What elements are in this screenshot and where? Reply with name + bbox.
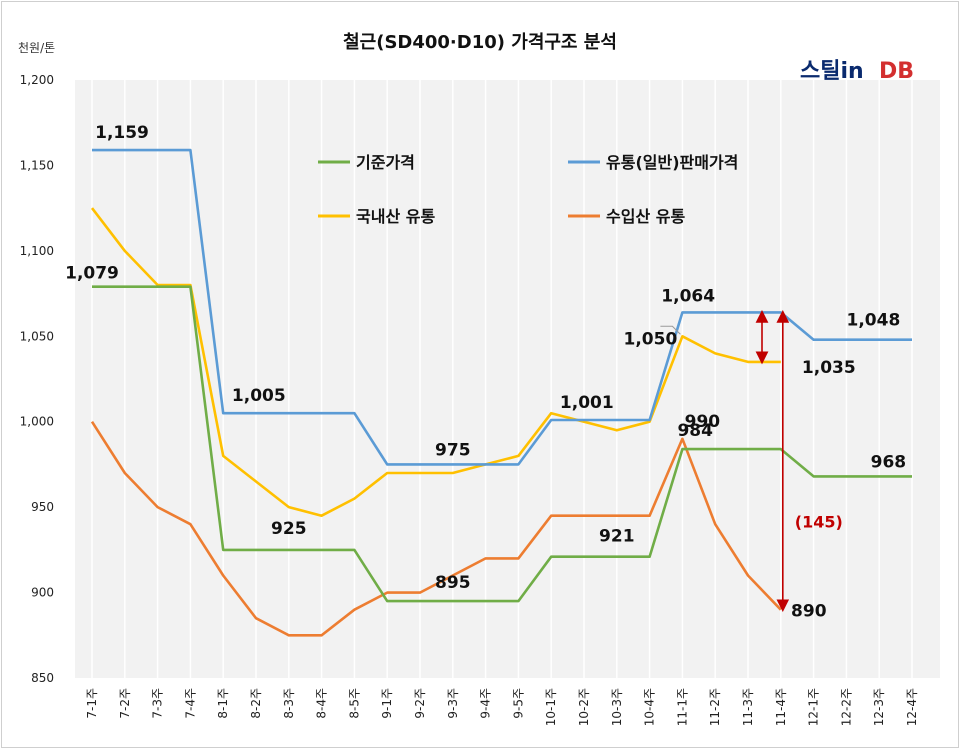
data-label: 1,159 [95, 123, 149, 143]
x-tick-label: 10-1주 [544, 688, 558, 726]
y-axis-label: 천원/톤 [18, 40, 55, 55]
data-label: 968 [871, 452, 907, 472]
series-line-2 [90, 207, 781, 518]
x-tick-label: 11-1주 [675, 688, 689, 726]
plot-area [75, 80, 940, 678]
data-label: 1,079 [65, 264, 119, 284]
legend-label-base: 기준가격 [356, 153, 415, 172]
x-tick-label: 9-3주 [446, 688, 460, 719]
leader-line [660, 325, 681, 335]
x-tick-label: 12-3주 [872, 688, 886, 726]
data-label: 1,005 [232, 386, 286, 406]
x-tick-label: 12-4주 [905, 688, 919, 726]
series-line-0 [92, 285, 912, 603]
x-tick-label: 7-4주 [183, 688, 197, 719]
x-tick-label: 9-1주 [380, 688, 394, 719]
x-tick-label: 8-5주 [347, 688, 361, 719]
legend-label-domestic: 국내산 유통 [356, 207, 435, 226]
x-tick-label: 11-4주 [774, 688, 788, 726]
data-label: 890 [791, 602, 827, 622]
data-label: 895 [435, 573, 471, 593]
x-tick-label: 8-1주 [216, 688, 230, 719]
y-tick-label: 1,000 [20, 415, 54, 429]
data-label: 921 [599, 527, 635, 547]
chart-title: 철근(SD400·D10) 가격구조 분석 [343, 32, 617, 53]
y-tick-label: 1,150 [20, 158, 54, 172]
data-label: 1,050 [624, 329, 678, 349]
y-tick-label: 1,050 [20, 329, 54, 343]
data-label: 1,001 [560, 393, 614, 413]
legend: 기준가격 유통(일반)판매가격 국내산 유통 수입산 유통 [318, 153, 738, 226]
legend-label-dist: 유통(일반)판매가격 [606, 153, 738, 172]
y-tick-label: 850 [31, 671, 54, 685]
x-tick-label: 8-2주 [249, 688, 263, 719]
x-tick-label: 12-1주 [807, 688, 821, 726]
data-label: 990 [685, 412, 721, 432]
x-tick-label: 9-2주 [413, 688, 427, 719]
data-label: 975 [435, 440, 471, 460]
x-tick-label: 8-3주 [282, 688, 296, 719]
y-tick-label: 900 [31, 586, 54, 600]
data-label: 1,035 [802, 358, 856, 378]
y-tick-label: 1,200 [20, 73, 54, 87]
x-tick-label: 9-4주 [479, 688, 493, 719]
y-tick-label: 1,100 [20, 244, 54, 258]
x-tick-label: 10-2주 [577, 688, 591, 726]
x-tick-label: 9-5주 [511, 688, 525, 719]
series-line-1 [92, 148, 912, 466]
series-line-3 [90, 420, 782, 637]
legend-label-import: 수입산 유통 [606, 207, 685, 226]
x-tick-label: 10-3주 [610, 688, 624, 726]
data-label: 925 [271, 519, 307, 539]
spread-annotation: (145) [795, 513, 843, 532]
x-tick-label: 7-2주 [118, 688, 132, 719]
logo-part2: DB [879, 59, 914, 84]
data-label: 1,048 [847, 311, 901, 331]
x-tick-label: 12-2주 [839, 688, 853, 726]
logo: 스틸in DB [800, 59, 914, 84]
x-tick-label: 10-4주 [643, 688, 657, 726]
x-tick-label: 8-4주 [315, 688, 329, 719]
x-tick-label: 7-1주 [85, 688, 99, 719]
data-label: 1,064 [661, 286, 715, 306]
logo-part1: 스틸in [800, 59, 864, 84]
x-tick-label: 11-3주 [741, 688, 755, 726]
y-tick-label: 950 [31, 500, 54, 514]
x-tick-label: 7-3주 [151, 688, 165, 719]
x-tick-label: 11-2주 [708, 688, 722, 726]
data-label: 984 [677, 421, 713, 441]
